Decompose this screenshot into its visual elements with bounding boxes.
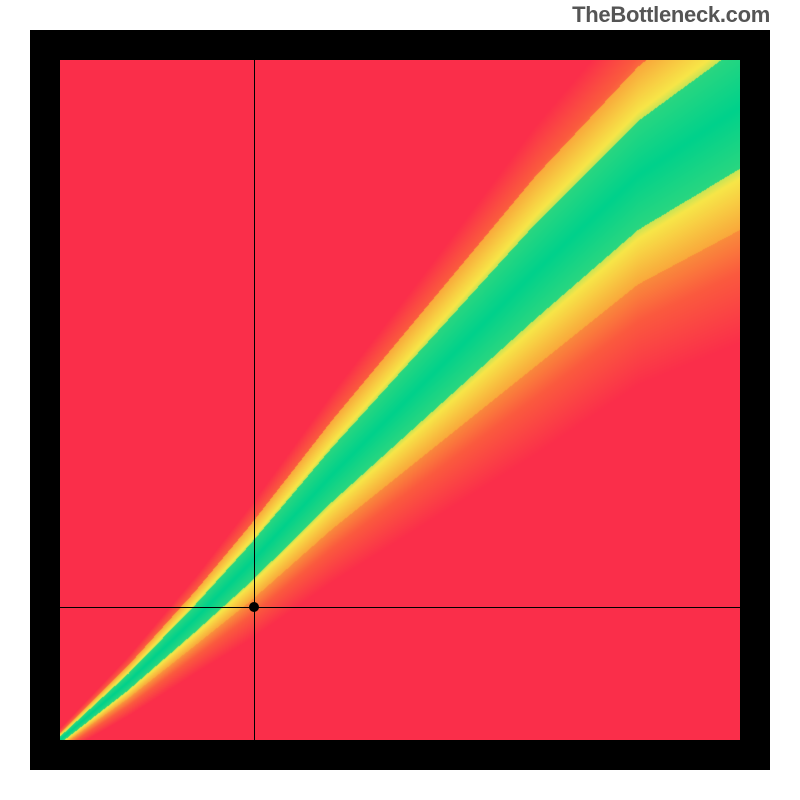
watermark-text: TheBottleneck.com bbox=[572, 2, 770, 28]
figure-container: TheBottleneck.com bbox=[0, 0, 800, 800]
marker-dot bbox=[249, 602, 259, 612]
plot-area bbox=[60, 60, 740, 740]
crosshair-horizontal bbox=[60, 607, 740, 608]
heatmap-canvas bbox=[60, 60, 740, 740]
crosshair-vertical bbox=[254, 60, 255, 740]
